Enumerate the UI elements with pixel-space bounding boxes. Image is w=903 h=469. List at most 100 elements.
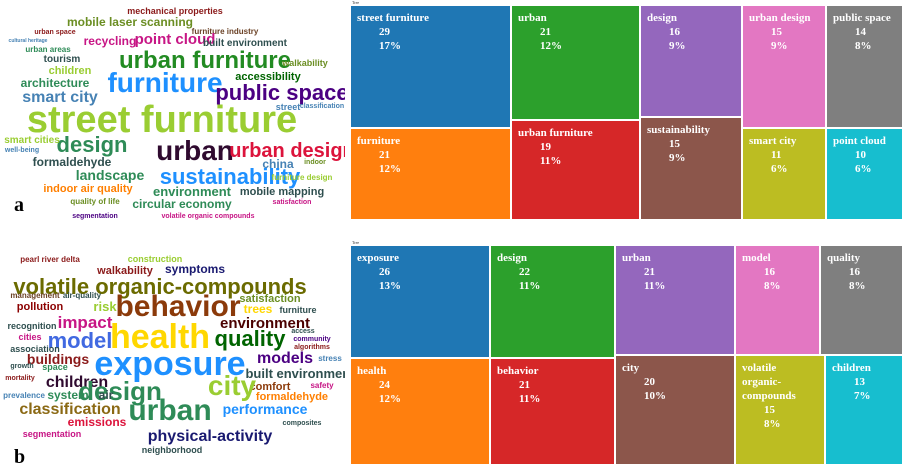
cell-percent: 13% <box>379 280 401 292</box>
word: growth <box>10 363 33 370</box>
cell-percent: 8% <box>764 418 781 430</box>
word: neighborhood <box>142 445 203 455</box>
cell-label: smart city <box>749 135 797 147</box>
word: indoor air quality <box>43 183 133 195</box>
word: pearl river delta <box>20 255 80 264</box>
word: air-quality <box>63 291 102 300</box>
word: quality <box>215 326 287 351</box>
word: circular economy <box>132 197 232 211</box>
word: recycling <box>84 34 137 48</box>
word: models <box>257 350 313 367</box>
word: recognition <box>8 321 57 331</box>
cell-label: urban <box>622 252 651 264</box>
word: mechanical properties <box>127 6 223 16</box>
word: trees <box>244 302 273 316</box>
cell-percent: 9% <box>669 40 686 52</box>
cell-percent: 12% <box>540 40 562 52</box>
word: impact <box>58 313 113 332</box>
word: built environment <box>245 366 345 381</box>
cell-value: 10 <box>855 149 866 161</box>
cell-label: design <box>497 252 527 264</box>
word: environment <box>153 184 232 199</box>
word: street furniture <box>27 99 297 141</box>
cell-label: city <box>622 362 640 374</box>
word: formaldehyde <box>256 391 328 403</box>
word: symptoms <box>165 262 225 276</box>
cell-label: volatile organic-compounds <box>742 362 796 402</box>
word: association <box>10 344 60 354</box>
cell-percent: 9% <box>669 152 686 164</box>
cell-value: 15 <box>764 404 775 416</box>
cell-value: 11 <box>771 149 782 161</box>
word: mobile laser scanning <box>67 15 193 29</box>
treemap-cell: sustainability 15 9% <box>640 117 742 220</box>
word: risk <box>93 299 117 314</box>
word: smart cities <box>4 135 60 146</box>
cell-percent: 11% <box>540 155 562 167</box>
word: children <box>46 374 108 391</box>
word: performance <box>223 401 308 417</box>
word: well-being <box>4 147 39 154</box>
cell-value: 21 <box>379 149 390 161</box>
chart-title: Tree <box>352 240 360 245</box>
word: algorithms <box>294 344 330 351</box>
treemap-cell: quality 16 8% <box>820 245 903 355</box>
word: architecture <box>21 76 90 90</box>
cell-value: 21 <box>540 26 551 38</box>
word: children <box>49 65 92 77</box>
treemap-cell: volatile organic-compounds 15 8% <box>735 355 825 465</box>
word: design <box>78 376 162 406</box>
word: urban furniture <box>119 47 291 74</box>
panel-label: a <box>14 194 24 216</box>
cell-label: model <box>742 252 771 264</box>
word: landscape <box>76 167 145 183</box>
word: mortality <box>5 375 35 382</box>
word: cities <box>18 332 41 342</box>
word: formaldehyde <box>33 155 112 169</box>
cell-value: 13 <box>854 376 865 388</box>
word: furniture <box>280 305 317 315</box>
word: segmentation <box>72 213 118 220</box>
word: urban areas <box>25 45 71 54</box>
word: urban <box>156 135 234 166</box>
treemap-cell: exposure 26 13% <box>350 245 490 358</box>
treemap-cell: public space 14 8% <box>826 5 903 128</box>
cell-label: quality <box>827 252 861 264</box>
treemap-cell: city 20 10% <box>615 355 735 465</box>
cell-value: 19 <box>540 141 551 153</box>
word: stress <box>318 354 342 363</box>
cell-label: exposure <box>357 252 399 264</box>
word: urban <box>128 394 211 427</box>
word: urban design <box>229 140 345 162</box>
word: classification <box>300 103 344 110</box>
cell-value: 15 <box>669 138 680 150</box>
cell-label: behavior <box>497 365 539 377</box>
treemap-cell: design 16 9% <box>640 5 742 117</box>
cell-value: 20 <box>644 376 655 388</box>
treemap-cell: point cloud 10 6% <box>826 128 903 220</box>
word: system <box>47 388 88 402</box>
word: urban space <box>34 29 75 36</box>
word: china <box>262 157 294 171</box>
cell-label: public space <box>833 12 891 24</box>
cell-value: 26 <box>379 266 390 278</box>
word: health <box>110 318 210 356</box>
cell-label: urban furniture <box>518 127 593 139</box>
word: city <box>208 370 257 401</box>
cell-percent: 6% <box>771 163 788 175</box>
treemap-cell: design 22 11% <box>490 245 615 358</box>
cell-percent: 11% <box>519 393 541 405</box>
word: emissions <box>68 415 127 429</box>
cell-value: 21 <box>519 379 530 391</box>
panel-label: b <box>14 446 26 468</box>
cell-label: urban <box>518 12 547 24</box>
cell-label: urban design <box>749 12 811 24</box>
treemap-cell: street furniture 29 17% <box>350 5 511 128</box>
cell-value: 22 <box>519 266 530 278</box>
word: cultural heritage <box>9 38 48 44</box>
cell-value: 15 <box>771 26 782 38</box>
word: design <box>57 132 128 157</box>
word: tourism <box>44 54 81 65</box>
